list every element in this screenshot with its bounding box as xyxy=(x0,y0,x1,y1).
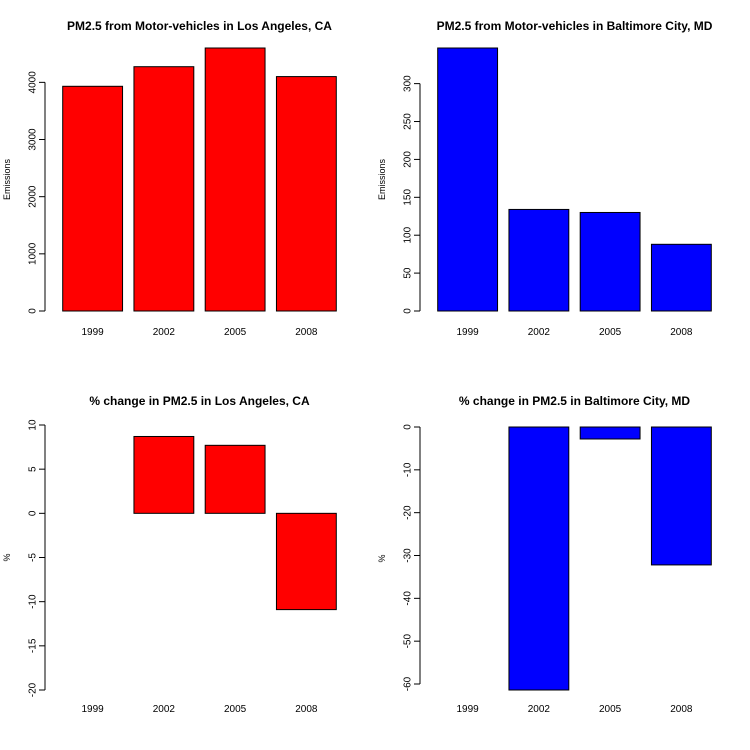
y-tick-label: 2000 xyxy=(28,185,39,208)
bar-1999 xyxy=(437,47,499,312)
y-tick-label: 5 xyxy=(28,466,39,472)
bar-1999 xyxy=(62,85,124,312)
y-tick-label: 4000 xyxy=(28,71,39,94)
bar-2008 xyxy=(650,426,712,566)
chart-title: PM2.5 from Motor-vehicles in Los Angeles… xyxy=(67,19,332,33)
x-category-label: 2002 xyxy=(153,704,176,715)
y-axis-label: Emissions xyxy=(2,158,12,200)
y-tick-label: 50 xyxy=(403,267,414,279)
y-tick-label: -15 xyxy=(28,638,39,653)
y-tick-label: 0 xyxy=(403,424,414,430)
x-category-label: 2002 xyxy=(528,327,551,338)
y-tick-label: 3000 xyxy=(28,128,39,151)
y-tick-label: 1000 xyxy=(28,242,39,265)
y-tick-label: -20 xyxy=(403,505,414,520)
y-tick-label: -50 xyxy=(403,634,414,649)
bar-2002 xyxy=(508,208,570,312)
y-tick-label: -60 xyxy=(403,676,414,691)
y-tick-label: -10 xyxy=(28,594,39,609)
y-tick-label: 250 xyxy=(403,113,414,130)
x-category-label: 1999 xyxy=(457,704,480,715)
chart-panel-1: PM2.5 from Motor-vehicles in Los Angeles… xyxy=(2,19,337,338)
x-category-label: 2008 xyxy=(295,704,318,715)
y-tick-label: 150 xyxy=(403,189,414,206)
x-category-label: 2005 xyxy=(599,327,622,338)
bar-2005 xyxy=(579,426,641,440)
x-category-label: 2008 xyxy=(295,327,318,338)
x-category-label: 1999 xyxy=(82,327,105,338)
bar-2002 xyxy=(508,426,570,691)
bar-2005 xyxy=(204,47,266,312)
bar-2008 xyxy=(275,76,337,312)
chart-panel-2: PM2.5 from Motor-vehicles in Baltimore C… xyxy=(377,19,713,338)
y-tick-label: 300 xyxy=(403,75,414,92)
bar-2005 xyxy=(204,444,266,514)
x-category-label: 1999 xyxy=(457,327,480,338)
chart-panel-4: % change in PM2.5 in Baltimore City, MD%… xyxy=(377,394,712,715)
bar-2005 xyxy=(579,211,641,312)
y-tick-label: -20 xyxy=(28,682,39,697)
chart-panel-3: % change in PM2.5 in Los Angeles, CA% -20… xyxy=(2,394,337,715)
y-tick-label: 0 xyxy=(403,308,414,314)
y-axis-label: Emissions xyxy=(377,158,387,200)
chart-title: % change in PM2.5 in Baltimore City, MD xyxy=(459,394,690,408)
y-tick-label: -40 xyxy=(403,591,414,606)
y-axis-label: % xyxy=(2,553,12,561)
bar-2008 xyxy=(650,243,712,312)
x-category-label: 2005 xyxy=(599,704,622,715)
y-tick-label: -30 xyxy=(403,548,414,563)
x-category-label: 2005 xyxy=(224,327,247,338)
y-tick-label: 0 xyxy=(28,510,39,516)
y-tick-label: -5 xyxy=(28,553,39,562)
x-category-label: 2008 xyxy=(670,327,693,338)
x-category-label: 2002 xyxy=(528,704,551,715)
x-category-label: 1999 xyxy=(82,704,105,715)
y-tick-label: 10 xyxy=(28,419,39,431)
y-tick-label: -10 xyxy=(403,462,414,477)
chart-title: PM2.5 from Motor-vehicles in Baltimore C… xyxy=(437,19,713,33)
x-category-label: 2002 xyxy=(153,327,176,338)
chart-title: % change in PM2.5 in Los Angeles, CA xyxy=(89,394,310,408)
bar-2002 xyxy=(133,66,195,312)
y-tick-label: 100 xyxy=(403,226,414,243)
y-tick-label: 200 xyxy=(403,151,414,168)
x-category-label: 2005 xyxy=(224,704,247,715)
bar-2008 xyxy=(275,512,337,611)
y-tick-label: 0 xyxy=(28,308,39,314)
bar-2002 xyxy=(133,435,195,514)
y-axis-label: % xyxy=(377,554,387,562)
x-category-label: 2008 xyxy=(670,704,693,715)
